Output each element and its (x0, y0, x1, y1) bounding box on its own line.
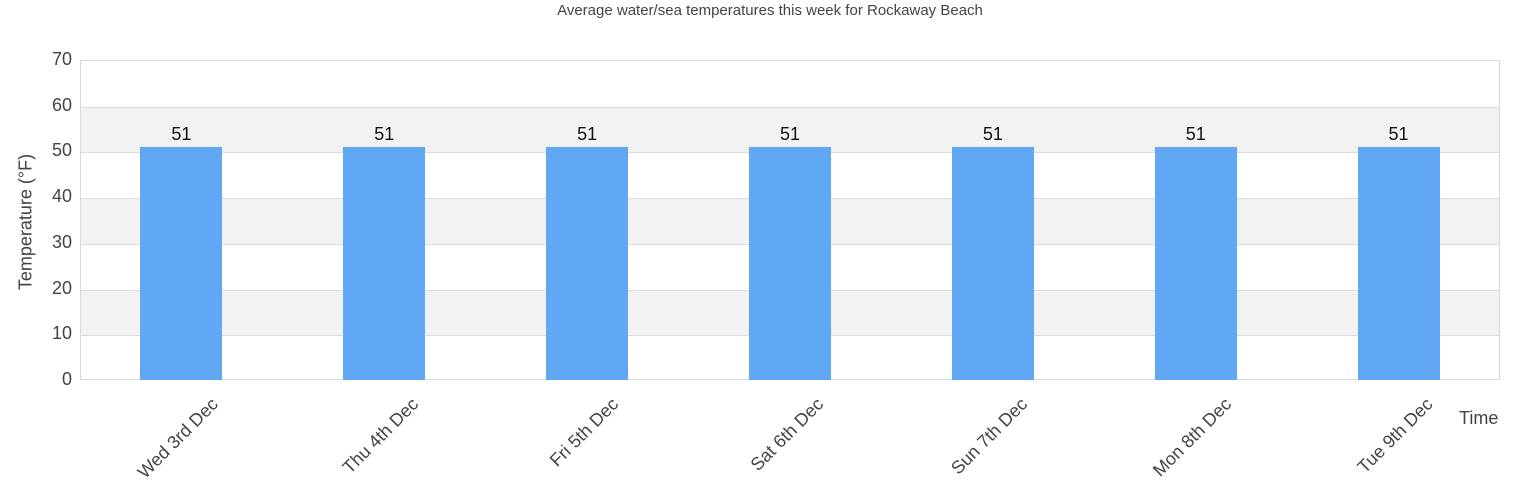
x-tick-label: Fri 5th Dec (545, 394, 623, 471)
y-tick-label: 30 (51, 231, 72, 252)
bar-value-label: 51 (171, 123, 192, 144)
x-axis-label: Time (1459, 408, 1499, 428)
x-tick-label: Wed 3rd Dec (133, 394, 222, 483)
bar-value-label: 51 (577, 123, 598, 144)
x-tick-label: Mon 8th Dec (1148, 394, 1235, 481)
y-tick-label: 20 (51, 277, 72, 298)
chart-title: Average water/sea temperatures this week… (557, 2, 983, 19)
x-tick-label: Sat 6th Dec (746, 394, 827, 475)
bar-value-label: 51 (982, 123, 1003, 144)
bar[interactable] (140, 146, 223, 380)
y-tick-label: 40 (51, 186, 72, 207)
y-tick-label: 50 (51, 140, 72, 161)
bar-value-label: 51 (374, 123, 395, 144)
y-tick-label: 0 (61, 369, 72, 389)
bar[interactable] (546, 146, 629, 380)
y-axis-label: Temperature (°F) (15, 153, 36, 291)
bar-value-label: 51 (1185, 123, 1206, 144)
y-tick-label: 70 (51, 49, 72, 69)
x-tick-label: Tue 9th Dec (1353, 394, 1437, 478)
bar[interactable] (343, 146, 426, 380)
bar-value-label: 51 (779, 123, 801, 144)
gridline (81, 106, 1499, 108)
x-tick-label: Sun 7th Dec (946, 394, 1032, 479)
bar[interactable] (749, 146, 831, 380)
bar-value-label: 51 (1388, 123, 1409, 144)
bar[interactable] (1357, 146, 1440, 380)
bar[interactable] (1154, 146, 1237, 380)
y-tick-label: 10 (51, 323, 72, 344)
grid-band (81, 106, 1499, 153)
y-tick-label: 60 (51, 94, 72, 115)
x-tick-label: Thu 4th Dec (338, 394, 423, 478)
bar[interactable] (951, 146, 1034, 380)
